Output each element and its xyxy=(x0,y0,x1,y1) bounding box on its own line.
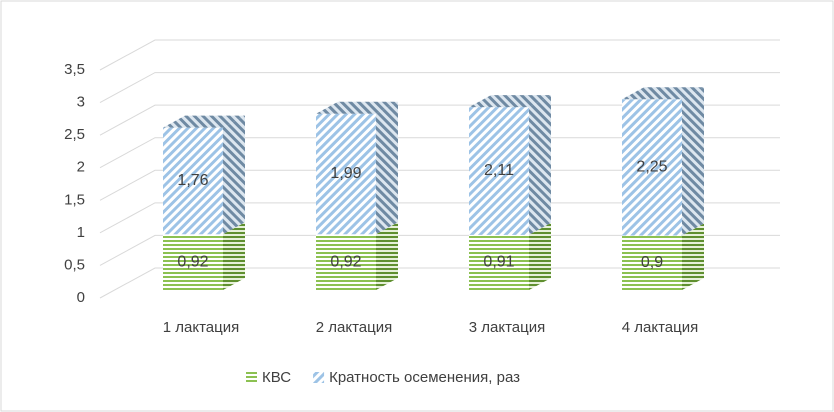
y-tick-label: 2 xyxy=(77,159,85,176)
bar-segment xyxy=(469,95,551,235)
bar-face xyxy=(376,222,398,290)
data-label: 0,92 xyxy=(177,253,208,270)
y-tick-label: 3 xyxy=(77,94,85,111)
legend-label: КВС xyxy=(262,369,291,386)
y-tick-label: 0 xyxy=(77,289,85,306)
bar-face xyxy=(163,234,223,290)
bar-face xyxy=(682,87,704,236)
bar-face xyxy=(316,234,376,290)
data-label: 0,92 xyxy=(330,253,361,270)
bar-segment xyxy=(163,222,245,290)
data-label: 1,76 xyxy=(177,172,208,189)
bar-face xyxy=(469,95,551,108)
grid-line xyxy=(99,104,780,136)
bar-face xyxy=(469,234,529,290)
x-tick-label: 3 лактация xyxy=(469,319,545,336)
grid-line xyxy=(99,169,780,201)
bar-face xyxy=(163,115,245,128)
data-label: 1,99 xyxy=(330,165,361,182)
grid-line xyxy=(99,39,780,71)
x-tick-label: 1 лактация xyxy=(163,319,239,336)
data-label: 2,11 xyxy=(484,162,514,179)
bar-segment xyxy=(622,223,704,290)
y-tick-label: 2,5 xyxy=(64,126,85,143)
bar-face xyxy=(223,115,245,235)
bar-face xyxy=(316,101,398,114)
legend-label: Кратность осеменения, раз xyxy=(329,369,520,386)
legend-swatch xyxy=(246,372,257,383)
y-tick-label: 1 xyxy=(77,224,85,241)
data-label: 0,91 xyxy=(483,254,514,271)
data-label: 2,25 xyxy=(636,159,667,176)
x-tick-label: 2 лактация xyxy=(316,319,392,336)
bar-face xyxy=(682,223,704,290)
bar-face xyxy=(622,99,682,236)
bar-segment xyxy=(622,87,704,236)
y-tick-label: 0,5 xyxy=(64,256,85,273)
grid-line xyxy=(99,72,780,104)
grid-line xyxy=(99,234,780,266)
bar-face xyxy=(316,113,376,235)
bar-face xyxy=(223,222,245,290)
bar-face xyxy=(469,107,529,235)
bar-face xyxy=(529,95,551,235)
bar-face xyxy=(163,127,223,235)
bar-segment xyxy=(316,222,398,290)
grid-line xyxy=(99,202,780,234)
y-tick-label: 3,5 xyxy=(64,61,85,78)
bar-face xyxy=(529,222,551,290)
bar-segment xyxy=(163,115,245,235)
bar-segment xyxy=(316,101,398,235)
legend-swatch xyxy=(313,372,325,383)
bar-segment xyxy=(469,222,551,290)
data-label: 0,9 xyxy=(641,254,663,271)
bar-face xyxy=(622,235,682,290)
grid-line xyxy=(99,137,780,169)
bar-face xyxy=(622,87,704,100)
grid-line xyxy=(99,267,780,299)
bar-face xyxy=(376,101,398,235)
y-tick-label: 1,5 xyxy=(64,191,85,208)
x-tick-label: 4 лактация xyxy=(622,319,698,336)
